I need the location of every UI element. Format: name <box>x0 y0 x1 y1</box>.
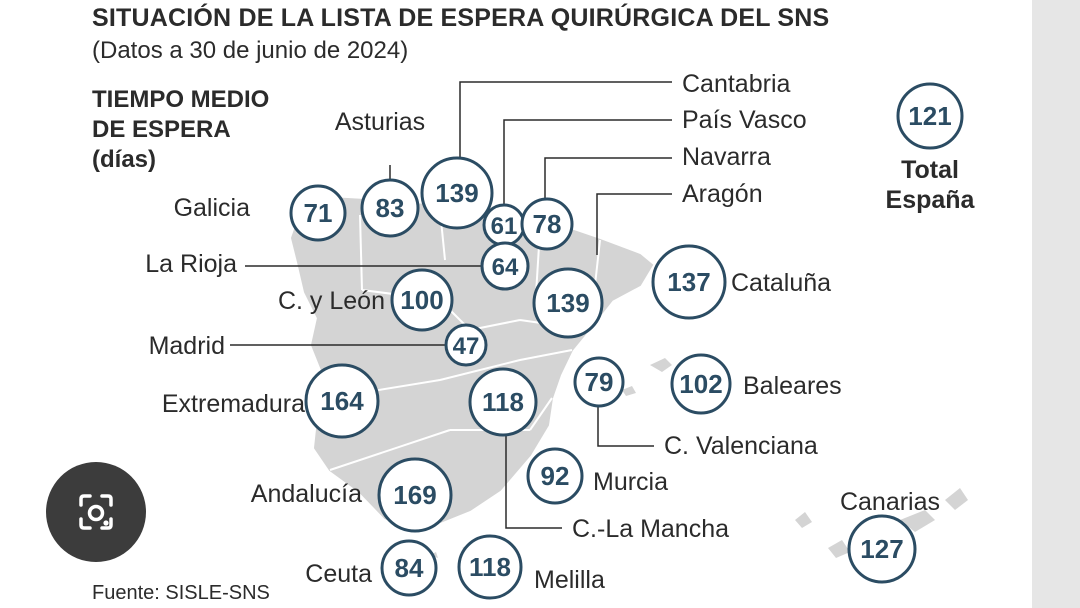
c-y-leon-label: C. y León <box>278 287 385 315</box>
cantabria-label: Cantabria <box>682 70 790 98</box>
asturias-label: Asturias <box>335 108 425 136</box>
metric-line-2: DE ESPERA <box>92 116 231 143</box>
c-la-mancha-value: 118 <box>482 387 524 417</box>
ceuta-label: Ceuta <box>305 560 372 588</box>
navarra-label: Navarra <box>682 143 771 171</box>
pais-vasco-label: País Vasco <box>682 106 807 134</box>
side-margin <box>1032 0 1080 608</box>
andalucia-value: 169 <box>393 480 436 510</box>
canarias-label: Canarias <box>840 488 940 516</box>
total-espana-value: 121 <box>908 101 951 131</box>
c-valenciana-label: C. Valenciana <box>664 432 818 460</box>
aragon-label: Aragón <box>682 180 763 208</box>
c-la-mancha-label: C.-La Mancha <box>572 515 729 543</box>
andalucia-bubble <box>377 457 453 533</box>
murcia-bubble <box>526 447 584 505</box>
madrid-bubble <box>444 323 488 367</box>
la-rioja-value: 64 <box>492 254 519 281</box>
aragon-value: 139 <box>546 288 589 318</box>
murcia-label: Murcia <box>593 468 668 496</box>
melilla-label: Melilla <box>534 566 605 594</box>
cantabria-leader-line <box>459 81 672 158</box>
c-la-mancha-leader-line <box>505 435 562 529</box>
baleares-value: 102 <box>679 369 722 399</box>
total-label-line-2: España <box>885 186 975 214</box>
navarra-bubble <box>520 197 574 251</box>
c-valenciana-bubble <box>573 356 625 408</box>
asturias-value: 83 <box>376 193 405 223</box>
baleares-label: Baleares <box>743 372 842 400</box>
ceuta-bubble <box>380 539 438 597</box>
spain-map-chart: 71 83 139 61 78 139 64 100 137 47 164 118 79 102 92 169… <box>145 70 968 600</box>
canarias-value: 127 <box>860 534 903 564</box>
madrid-label: Madrid <box>149 332 225 360</box>
murcia-value: 92 <box>541 461 570 491</box>
navarra-leader-line <box>544 157 672 199</box>
baleares-bubble <box>670 353 732 415</box>
region-bubbles: 71 83 139 61 78 139 64 100 137 47 164 118 79 102 92 169… <box>289 82 964 600</box>
c-valenciana-value: 79 <box>585 367 614 397</box>
aragon-leader-line <box>596 193 672 255</box>
galicia-value: 71 <box>304 198 333 228</box>
cataluna-bubble <box>651 244 727 320</box>
navarra-value: 78 <box>533 209 562 239</box>
cataluna-value: 137 <box>667 267 710 297</box>
c-valenciana-leader-line <box>597 406 654 447</box>
extremadura-label: Extremadura <box>162 390 305 418</box>
cataluna-label: Cataluña <box>731 269 831 297</box>
region-labels: Galicia Asturias Cantabria País Vasco Navarr… <box>145 70 940 594</box>
total-espana-bubble <box>896 82 964 150</box>
total-label-line-1: Total <box>901 156 959 184</box>
c-la-mancha-bubble <box>468 367 538 437</box>
metric-unit: (días) <box>92 146 157 173</box>
madrid-value: 47 <box>453 333 480 360</box>
pais-vasco-leader-line <box>503 119 672 205</box>
c-y-leon-value: 100 <box>400 285 443 315</box>
la-rioja-label: La Rioja <box>145 250 237 278</box>
google-lens-button[interactable] <box>46 462 146 562</box>
andalucia-label: Andalucía <box>251 480 362 508</box>
melilla-value: 118 <box>469 552 511 582</box>
canarias-bubble <box>847 514 917 584</box>
canarias-shape <box>795 488 968 570</box>
leader-lines <box>230 81 672 529</box>
melilla-bubble <box>457 534 523 600</box>
ceuta-value: 84 <box>395 553 424 583</box>
asturias-bubble <box>360 178 420 238</box>
source-note: Fuente: SISLE-SNS <box>92 582 270 604</box>
google-lens-icon <box>79 494 113 530</box>
total-label: Total España <box>870 155 990 215</box>
cantabria-bubble <box>420 156 494 230</box>
galicia-label: Galicia <box>174 194 251 222</box>
c-y-leon-bubble <box>390 268 454 332</box>
extremadura-value: 164 <box>320 386 364 416</box>
chart-subtitle: (Datos a 30 de junio de 2024) <box>92 37 409 64</box>
extremadura-bubble <box>304 363 380 439</box>
metric-line-1: TIEMPO MEDIO <box>92 86 270 113</box>
metric-heading: TIEMPO MEDIO DE ESPERA (días) <box>92 85 269 175</box>
chart-title: SITUACIÓN DE LA LISTA DE ESPERA QUIRÚRGI… <box>92 4 830 32</box>
aragon-bubble <box>532 267 604 339</box>
galicia-bubble <box>289 184 347 242</box>
pais-vasco-value: 61 <box>491 213 518 240</box>
cantabria-value: 139 <box>435 178 478 208</box>
la-rioja-bubble <box>480 241 530 291</box>
